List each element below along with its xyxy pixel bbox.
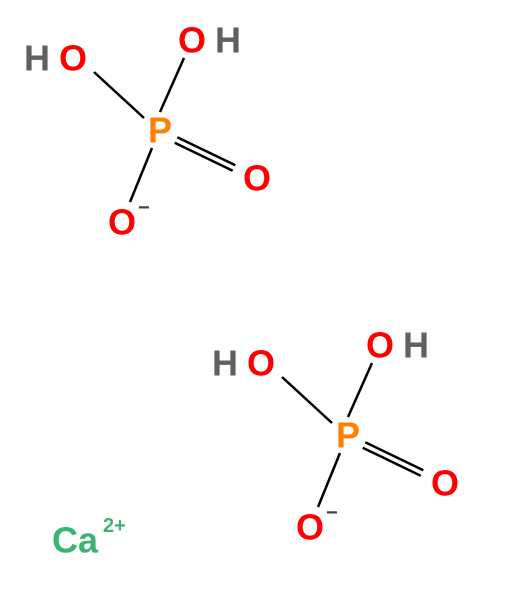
atom-oxygen: O (366, 325, 394, 366)
atom-hydrogen: H (215, 20, 241, 61)
atom-oxygen: O (247, 343, 275, 384)
atom-oxygen: O (296, 507, 324, 548)
atom-oxygen: O (108, 202, 136, 243)
atom-oxygen: O (59, 38, 87, 79)
atom-hydrogen: H (212, 343, 238, 384)
atom-phosphorus: P (336, 415, 360, 456)
charge-2plus: 2+ (103, 515, 126, 537)
atom-oxygen: O (431, 463, 459, 504)
atom-phosphorus: P (148, 110, 172, 151)
atom-hydrogen: H (24, 38, 50, 79)
chemical-structure-diagram: POHHOOO−POHHOOO−Ca2+ (0, 0, 512, 589)
atom-oxygen: O (243, 158, 271, 199)
atom-oxygen: O (178, 20, 206, 61)
atom-hydrogen: H (403, 325, 429, 366)
charge-minus: − (326, 502, 338, 524)
charge-minus: − (138, 197, 150, 219)
atom-calcium: Ca (52, 520, 99, 561)
